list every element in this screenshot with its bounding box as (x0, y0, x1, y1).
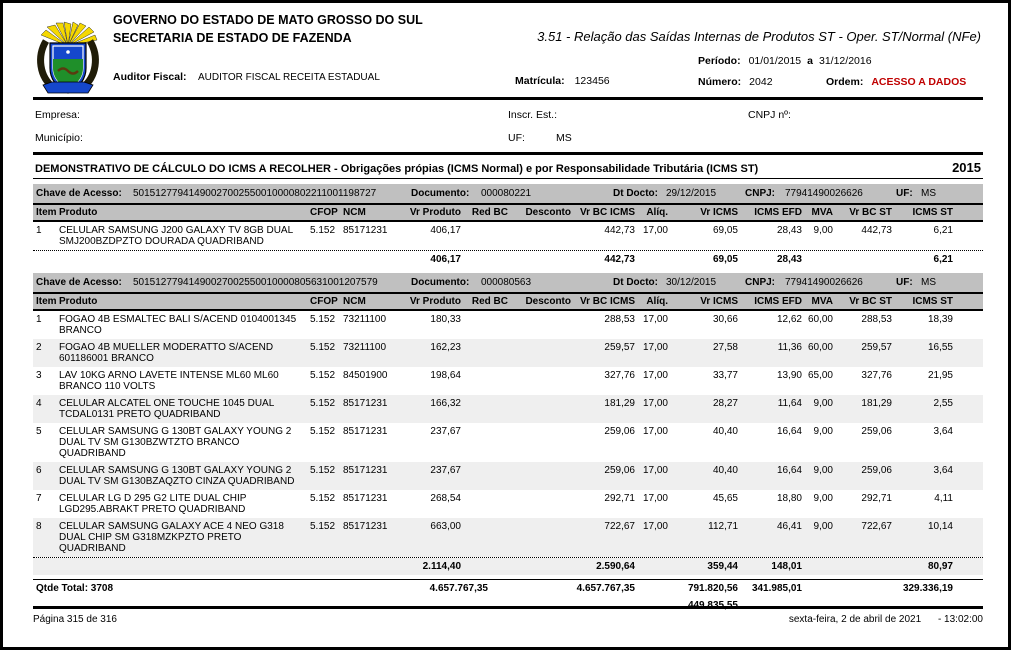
periodo-to: 31/12/2016 (819, 55, 872, 67)
cell-ncm: 85171231 (343, 225, 388, 236)
cell-vr-produto: 406,17 (430, 225, 461, 236)
cnpj-label: CNPJ nº: (748, 109, 791, 121)
uf-label: UF: (508, 132, 525, 144)
dt-docto-label: Dt Docto: (613, 277, 658, 288)
ordem-label: Ordem: (826, 76, 864, 88)
total-separator (33, 579, 983, 580)
section-header: DEMONSTRATIVO DE CÁLCULO DO ICMS A RECOL… (33, 155, 983, 179)
cell-cfop: 5.152 (310, 225, 336, 236)
chave-value: 5015127794149002700255001000080563100120… (133, 277, 378, 288)
cell-mva: 9,00 (813, 225, 833, 236)
periodo-label: Período: (698, 55, 741, 67)
total-vr-bc-icms: 4.657.767,35 (576, 583, 635, 594)
documento-value: 000080221 (481, 188, 532, 199)
numero-field: Número: 2042 (698, 76, 773, 88)
cnpj-band-value: 77941490026626 (785, 277, 863, 288)
chave-label: Chave de Acesso: (36, 188, 122, 199)
section-year: 2015 (952, 160, 981, 175)
report-title: 3.51 - Relação das Saídas Internas de Pr… (537, 29, 981, 44)
total-vr-icms-line2: 449.835,55 (687, 600, 738, 611)
matricula-field: Matrícula: 123456 (515, 75, 610, 87)
table-row: 5 CELULAR SAMSUNG G 130BT GALAXY YOUNG 2… (36, 426, 953, 459)
documento-label: Documento: (411, 188, 470, 199)
numero-label: Número: (698, 76, 742, 88)
periodo-field: Período: 01/01/2015 a 31/12/2016 (698, 55, 872, 67)
table-row: 4 CELULAR ALCATEL ONE TOUCHE 1045 DUAL T… (33, 395, 983, 423)
table-row: 7 CELULAR LG D 295 G2 LITE DUAL CHIP LGD… (36, 493, 953, 515)
subtotal-row: 2.114,40 2.590,64 359,44 148,01 80,97 (33, 558, 983, 575)
uf-band-label: UF: (896, 188, 913, 199)
table-header-row: Item Produto CFOP NCM Vr Produto Red BC … (33, 292, 983, 311)
chave-band: Chave de Acesso: 50151277941490027002550… (33, 273, 983, 292)
uf-band-label: UF: (896, 277, 913, 288)
numero-value: 2042 (749, 76, 773, 88)
documento-label: Documento: (411, 277, 470, 288)
cell-icms-st: 6,21 (933, 225, 953, 236)
ordem-value: ACESSO A DADOS (871, 76, 967, 88)
periodo-from: 01/01/2015 (748, 55, 802, 67)
table-row: 1 FOGAO 4B ESMALTEC BALI S/ACEND 0104001… (36, 314, 953, 336)
table-row: 3 LAV 10KG ARNO LAVETE INTENSE ML60 ML60… (36, 370, 953, 392)
uf-band-value: MS (921, 188, 936, 199)
table-row: 1 CELULAR SAMSUNG J200 GALAXY TV 8GB DUA… (33, 222, 983, 250)
coat-of-arms-icon (35, 19, 101, 102)
uf-value: MS (556, 132, 572, 144)
subtotal-row: 406,17 442,73 69,05 28,43 6,21 (430, 254, 953, 265)
dotted-separator (33, 557, 983, 558)
table-row: 8 CELULAR SAMSUNG GALAXY ACE 4 NEO G318 … (33, 518, 983, 557)
dt-docto-value: 29/12/2015 (666, 188, 717, 199)
documento-value: 000080563 (481, 277, 532, 288)
empresa-label: Empresa: (35, 109, 80, 121)
report-footer: Página 315 de 316 sexta-feira, 2 de abri… (33, 606, 983, 625)
org-name-line1: GOVERNO DO ESTADO DE MATO GROSSO DO SUL (113, 13, 423, 27)
dt-docto-label: Dt Docto: (613, 188, 658, 199)
grand-total-row: Qtde Total: 3708 4.657.767,35 4.657.767,… (33, 580, 983, 597)
chave-label: Chave de Acesso: (36, 277, 122, 288)
total-icms-efd: 341.985,01 (751, 583, 802, 594)
total-icms-st: 329.336,19 (902, 583, 953, 594)
periodo-separator: a (807, 55, 813, 67)
qtde-total: Qtde Total: 3708 (36, 583, 114, 594)
cell-vr-icms: 69,05 (712, 225, 738, 236)
document-block-1: Chave de Acesso: 50151277941490027002550… (33, 184, 983, 268)
cell-icms-efd: 28,43 (776, 225, 802, 236)
auditor-value: AUDITOR FISCAL RECEITA ESTADUAL (198, 72, 380, 83)
cnpj-band-label: CNPJ: (745, 188, 776, 199)
table-header-row: Item Produto CFOP NCM Vr Produto Red BC … (33, 203, 983, 222)
chave-value: 5015127794149002700255001000080221100119… (133, 188, 377, 199)
matricula-value: 123456 (574, 75, 610, 87)
dotted-separator (33, 250, 983, 251)
section-title: DEMONSTRATIVO DE CÁLCULO DO ICMS A RECOL… (35, 163, 759, 175)
dt-docto-value: 30/12/2015 (666, 277, 717, 288)
cell-aliq: 17,00 (642, 225, 668, 236)
cnpj-band-value: 77941490026626 (785, 188, 863, 199)
municipio-label: Município: (35, 132, 83, 144)
chave-band: Chave de Acesso: 50151277941490027002550… (33, 184, 983, 203)
cell-vr-bc-st: 442,73 (861, 225, 892, 236)
cnpj-band-label: CNPJ: (745, 277, 776, 288)
cell-item: 1 (36, 225, 42, 236)
cell-produto: CELULAR SAMSUNG J200 GALAXY TV 8GB DUAL … (59, 225, 293, 247)
inscr-est-label: Inscr. Est.: (508, 109, 558, 121)
org-name-line2: SECRETARIA DE ESTADO DE FAZENDA (113, 31, 352, 45)
print-date: sexta-feira, 2 de abril de 2021 (788, 614, 922, 625)
print-time: - 13:02:00 (937, 614, 983, 625)
matricula-label: Matrícula: (515, 75, 565, 87)
report-header: GOVERNO DO ESTADO DE MATO GROSSO DO SUL … (33, 3, 983, 100)
uf-band-value: MS (921, 277, 936, 288)
ordem-field: Ordem: ACESSO A DADOS (826, 76, 966, 88)
table-row: 2 FOGAO 4B MUELLER MODERATTO S/ACEND 601… (33, 339, 983, 367)
auditor-label: Auditor Fiscal: (113, 71, 187, 83)
total-vr-icms: 791.820,56 (687, 583, 738, 594)
table-row: 6 CELULAR SAMSUNG G 130BT GALAXY YOUNG 2… (33, 462, 983, 490)
page-number: Página 315 de 316 (33, 614, 117, 625)
cell-vr-bc-icms: 442,73 (604, 225, 635, 236)
company-info: Empresa: Inscr. Est.: CNPJ nº: Município… (33, 100, 983, 155)
total-vr-produto: 4.657.767,35 (429, 583, 488, 594)
document-block-2: Chave de Acesso: 50151277941490027002550… (33, 273, 983, 575)
grand-total-row-2: 449.835,55 (33, 597, 983, 614)
